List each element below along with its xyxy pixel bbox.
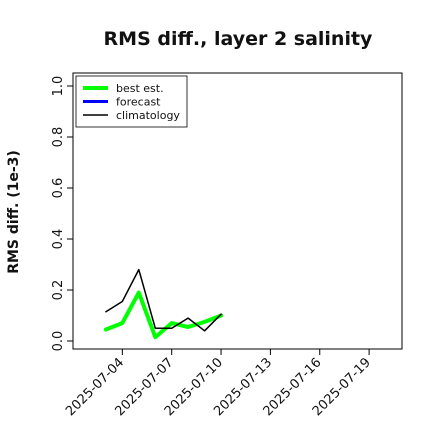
series-layer (103, 268, 224, 340)
y-tick-label: 0.2 (51, 280, 66, 301)
legend-label: climatology (116, 109, 180, 122)
legend-label: forecast (116, 96, 161, 109)
plot-frame (72, 72, 403, 350)
legend-label: best est. (116, 82, 164, 95)
x-axis: 2025-07-042025-07-072025-07-102025-07-13… (63, 349, 374, 419)
series-line-climatology (105, 268, 222, 332)
y-axis-label: RMS diff. (1e-3) (6, 150, 22, 274)
y-axis: 0.0 0.2 0.4 0.6 0.8 1.0 (51, 76, 73, 352)
chart-title: RMS diff., layer 2 salinity (104, 28, 374, 50)
y-tick-label: 0.0 (51, 331, 66, 352)
y-tick-label: 0.6 (51, 178, 66, 199)
y-tick-label: 0.4 (51, 229, 66, 250)
series-line-best-est (103, 290, 224, 340)
y-tick-label: 0.8 (51, 127, 66, 148)
y-tick-label: 1.0 (51, 76, 66, 97)
